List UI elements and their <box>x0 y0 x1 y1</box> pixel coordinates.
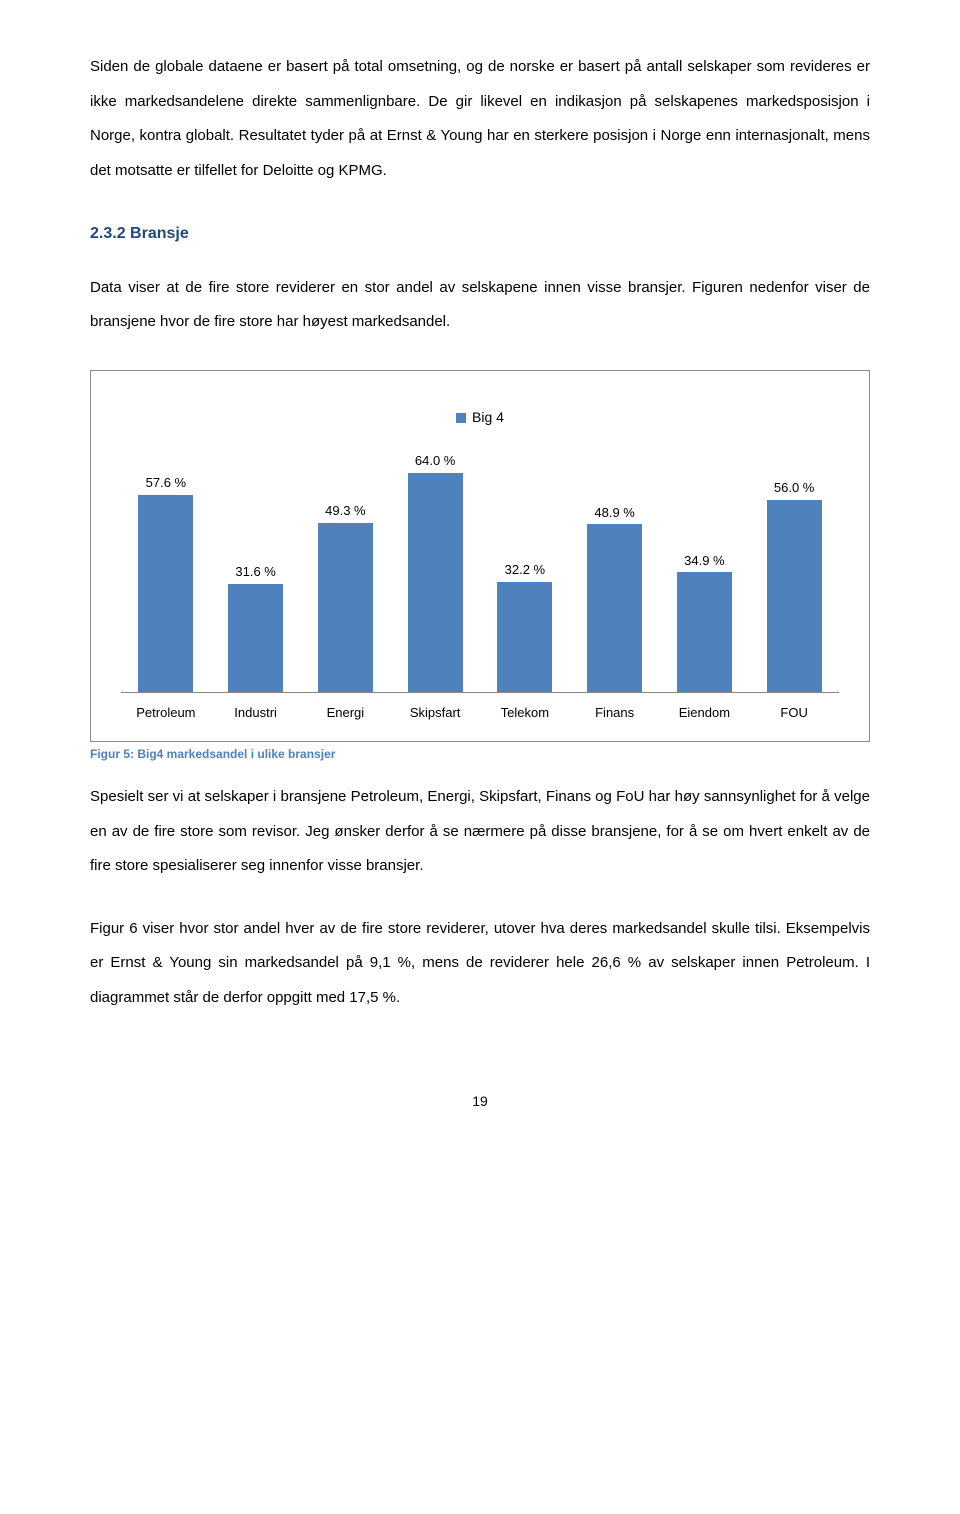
bar-group: 34.9 % <box>660 553 750 692</box>
bar <box>587 524 642 692</box>
bar-group: 57.6 % <box>121 475 211 692</box>
bar <box>408 473 463 692</box>
bar-value-label: 31.6 % <box>235 564 275 580</box>
x-axis-label: Eiendom <box>660 705 750 721</box>
chart-plot-area: 57.6 % 31.6 % 49.3 % 64.0 % 32.2 % 48.9 % 34.9… <box>121 453 839 693</box>
bar-value-label: 56.0 % <box>774 480 814 496</box>
chart-legend: Big 4 <box>121 401 839 433</box>
x-axis-label: Skipsfart <box>390 705 480 721</box>
x-axis-label: Energi <box>301 705 391 721</box>
bar <box>228 584 283 692</box>
x-axis-label: Industri <box>211 705 301 721</box>
x-axis-label: FOU <box>749 705 839 721</box>
legend-swatch <box>456 413 466 423</box>
bar-value-label: 49.3 % <box>325 503 365 519</box>
bar-group: 32.2 % <box>480 562 570 692</box>
bar-value-label: 57.6 % <box>146 475 186 491</box>
bar-value-label: 34.9 % <box>684 553 724 569</box>
bar-value-label: 48.9 % <box>594 505 634 521</box>
chart-x-axis: PetroleumIndustriEnergiSkipsfartTelekomF… <box>121 705 839 721</box>
body-paragraph: Data viser at de fire store reviderer en… <box>90 271 870 340</box>
legend-label: Big 4 <box>472 409 504 425</box>
figure-caption: Figur 5: Big4 markedsandel i ulike brans… <box>90 746 870 763</box>
bar-group: 31.6 % <box>211 564 301 692</box>
bar-value-label: 64.0 % <box>415 453 455 469</box>
bar <box>767 500 822 692</box>
section-heading: 2.3.2 Bransje <box>90 216 870 253</box>
bar <box>497 582 552 692</box>
bar-group: 48.9 % <box>570 505 660 692</box>
bar-group: 64.0 % <box>390 453 480 692</box>
body-paragraph: Spesielt ser vi at selskaper i bransjene… <box>90 780 870 884</box>
bar <box>318 523 373 692</box>
bar <box>138 495 193 692</box>
x-axis-label: Petroleum <box>121 705 211 721</box>
bar <box>677 572 732 692</box>
bar-chart-container: Big 4 57.6 % 31.6 % 49.3 % 64.0 % 32.2 % 48.9… <box>90 370 870 742</box>
body-paragraph: Figur 6 viser hvor stor andel hver av de… <box>90 912 870 1016</box>
page-number: 19 <box>90 1085 870 1117</box>
x-axis-label: Finans <box>570 705 660 721</box>
bar-group: 56.0 % <box>749 480 839 692</box>
body-paragraph: Siden de globale dataene er basert på to… <box>90 50 870 188</box>
bar-value-label: 32.2 % <box>505 562 545 578</box>
bar-group: 49.3 % <box>301 503 391 692</box>
x-axis-label: Telekom <box>480 705 570 721</box>
